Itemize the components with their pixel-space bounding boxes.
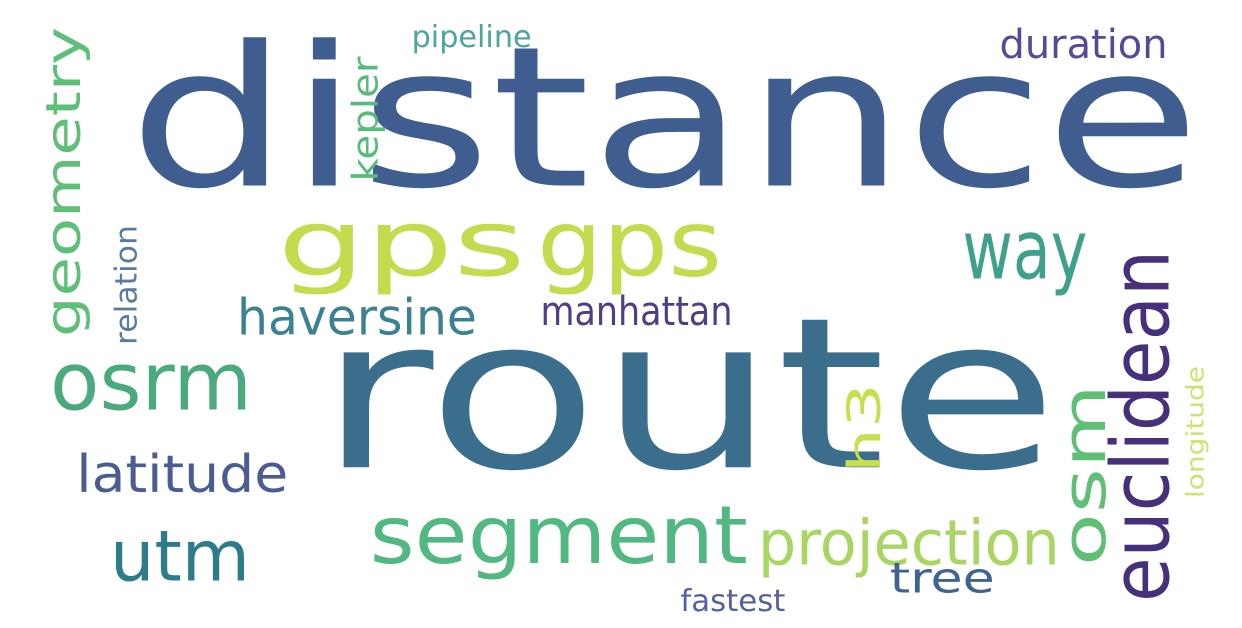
word-manhattan: manhattan [539,288,733,336]
word-duration: duration [999,21,1168,69]
word-route: route [318,272,1058,517]
word-latitude: latitude [75,443,288,505]
word-haversine: haversine [236,287,477,347]
word-gps-1: gps [277,189,527,298]
word-h3: h3 [838,383,891,473]
word-fastest: fastest [680,583,785,619]
word-utm: utm [110,516,250,598]
word-distance: distance [128,3,1200,232]
word-tree: tree [889,554,995,603]
word-osm: osm [1050,383,1120,567]
word-longitude: longitude [1180,366,1210,498]
word-segment: segment [369,489,748,583]
word-way: way [961,203,1087,299]
word-kepler: kepler [344,55,388,182]
word-relation: relation [109,225,145,345]
word-osrm: osrm [49,334,252,429]
word-geometry: geometry [35,26,92,338]
word-gps-2: gps [536,189,723,298]
word-projection: projection [757,506,1060,580]
word-pipeline: pipeline [411,19,533,55]
